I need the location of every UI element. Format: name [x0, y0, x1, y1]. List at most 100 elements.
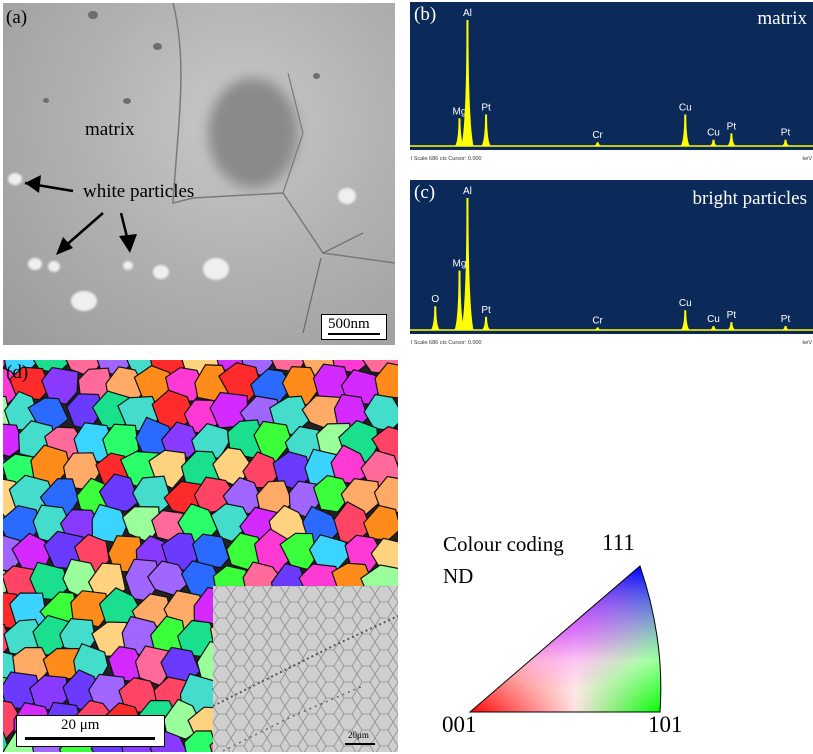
panel-d-label: (d) — [6, 362, 29, 383]
spectrum-title: bright particles — [692, 188, 808, 209]
grain — [70, 590, 112, 628]
grain — [3, 423, 25, 458]
scale-bar — [25, 737, 155, 740]
peak-label-pt: Pt — [727, 310, 737, 321]
inset-grain-network — [212, 586, 398, 752]
grain — [210, 503, 252, 543]
peak-label-cu: Cu — [707, 314, 720, 325]
legend-101: 101 — [648, 712, 683, 737]
spectrum-title: matrix — [757, 8, 807, 29]
peak-label-o: O — [431, 294, 439, 305]
white-particle — [203, 258, 229, 280]
peak-label-cr: Cr — [592, 315, 603, 326]
grain — [41, 366, 79, 405]
ipf-triangle — [468, 565, 662, 713]
peak-pt — [727, 133, 736, 146]
peak-pt — [781, 326, 790, 330]
panel-a-tem-image: (a) matrix white particles 500nm — [3, 3, 395, 345]
dark-precipitate — [313, 73, 320, 79]
peak-label-cu: Cu — [707, 128, 720, 139]
scale-bar-label: 20 μm — [61, 717, 100, 733]
peak-label-pt: Pt — [727, 121, 737, 132]
arrow-line — [62, 212, 104, 249]
scale-bar-box: 500nm — [321, 314, 387, 340]
white-particle — [8, 173, 22, 185]
panel-c-label: (c) — [414, 182, 436, 203]
peak-pt — [727, 322, 736, 330]
scale-bar — [328, 333, 380, 335]
white-particle — [48, 261, 60, 272]
peak-cr — [593, 327, 602, 330]
white-particle — [71, 291, 97, 311]
peak-cu — [709, 326, 718, 330]
white-particle — [338, 188, 356, 204]
grain — [370, 537, 398, 573]
dark-precipitate — [88, 11, 98, 19]
peak-cu — [709, 139, 718, 146]
inset-micrograph: 20μm — [212, 586, 398, 752]
inset-scale-label: 20μm — [348, 730, 369, 740]
dark-precipitate — [123, 98, 131, 104]
white-particle — [123, 261, 133, 270]
grain — [160, 421, 202, 459]
peak-label-al: Al — [463, 8, 472, 19]
arrow-head — [119, 234, 137, 253]
footer-text: l Scale 686 cts Cursor: 0.000 — [411, 156, 482, 162]
peak-label-pt: Pt — [781, 128, 791, 139]
scale-bar-box: 20 μm — [16, 715, 165, 747]
footer-text: l Scale 686 cts Cursor: 0.000 — [411, 340, 482, 346]
grain — [183, 730, 219, 752]
dark-precipitate — [153, 43, 162, 50]
peak-label-pt: Pt — [481, 103, 491, 114]
peak-label-mg: Mg — [453, 106, 467, 117]
grain — [192, 533, 230, 569]
peak-mg — [455, 118, 464, 146]
peak-label-al: Al — [463, 186, 472, 197]
peak-label-cu: Cu — [679, 103, 692, 114]
peak-cu — [680, 310, 690, 330]
peak-cr — [593, 142, 602, 146]
peak-mg — [454, 270, 465, 330]
white-particle — [28, 258, 42, 270]
peak-label-pt: Pt — [781, 314, 791, 325]
spectrum-footer: l Scale 686 cts Cursor: 0.000 keV — [410, 334, 813, 348]
arrow-head — [25, 175, 41, 193]
peak-label-mg: Mg — [453, 259, 467, 270]
peak-o — [430, 306, 440, 330]
panel-b-eds-spectrum: MgAlPtCrCuCuPtPt12345678910111 (b) matri… — [410, 2, 813, 164]
grain — [312, 474, 352, 513]
white-particles-label: white particles — [83, 181, 195, 202]
peak-pt — [481, 316, 491, 330]
white-particle — [153, 265, 169, 279]
peak-label-cu: Cu — [679, 298, 692, 309]
peak-label-cr: Cr — [592, 130, 603, 141]
matrix-label: matrix — [85, 119, 135, 140]
dark-precipitate — [43, 98, 49, 103]
footer-unit: keV — [802, 156, 812, 162]
spectrum-plot: MgAlPtCrCuCuPtPt12345678910111 — [410, 8, 813, 158]
peak-pt — [481, 114, 491, 146]
footer-unit: keV — [802, 340, 812, 346]
legend-111: 111 — [602, 530, 635, 555]
grain-boundaries — [24, 3, 395, 334]
peak-pt — [781, 139, 790, 146]
legend-title: Colour coding — [443, 532, 564, 556]
panel-a-label: (a) — [6, 7, 28, 28]
arrow-head — [56, 237, 73, 255]
grain — [373, 475, 398, 514]
panel-d-ebsd-map: 20μm (d) 20 μm — [3, 360, 398, 752]
peak-cu — [680, 114, 690, 146]
spectrum-footer: l Scale 686 cts Cursor: 0.000 keV — [410, 150, 813, 164]
legend-nd: ND — [443, 564, 474, 588]
panel-b-label: (b) — [414, 4, 437, 25]
peak-al — [461, 198, 474, 330]
grain — [98, 473, 140, 512]
peak-label-pt: Pt — [481, 305, 491, 316]
peak-al — [461, 20, 474, 146]
inset-scale-bar — [345, 743, 375, 745]
legend-001: 001 — [442, 712, 477, 737]
scale-bar-label: 500nm — [328, 316, 370, 332]
grain — [374, 362, 398, 399]
panel-c-eds-spectrum: OMgAlPtCrCuCuPtPt12345678910111 (c) brig… — [410, 180, 813, 348]
grain-region — [208, 78, 298, 188]
